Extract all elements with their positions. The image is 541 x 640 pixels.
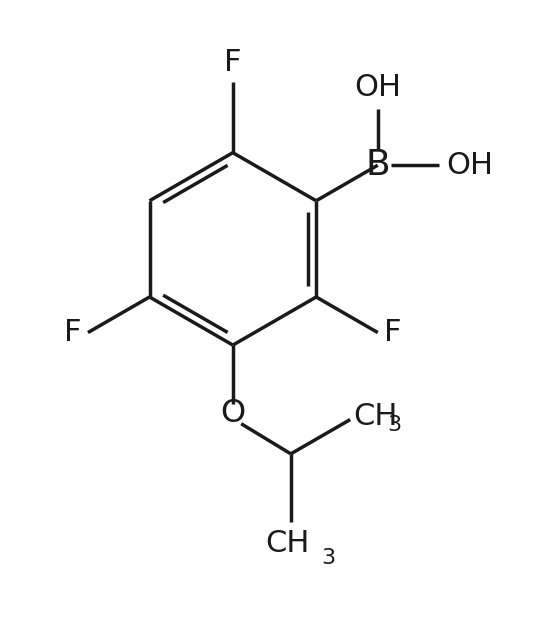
Text: OH: OH — [354, 72, 401, 102]
Text: O: O — [220, 398, 246, 429]
Text: CH: CH — [354, 402, 398, 431]
Text: OH: OH — [446, 151, 493, 180]
Text: CH: CH — [265, 529, 309, 558]
Text: 3: 3 — [387, 415, 401, 435]
Text: F: F — [385, 318, 402, 347]
Text: 3: 3 — [321, 548, 335, 568]
Text: F: F — [224, 47, 242, 77]
Text: B: B — [366, 148, 390, 182]
Text: F: F — [64, 318, 81, 347]
